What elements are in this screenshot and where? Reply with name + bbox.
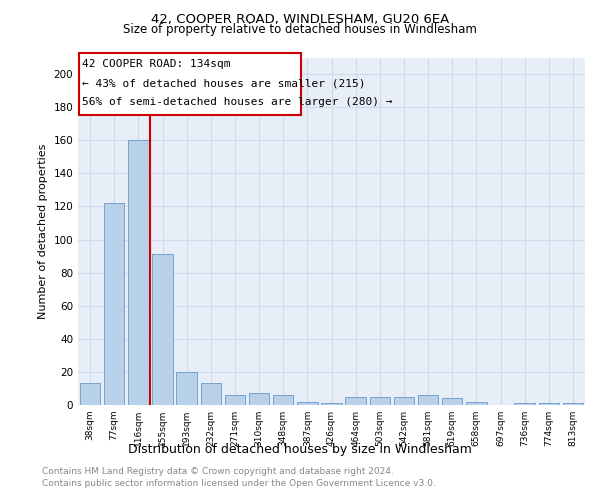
Text: Contains public sector information licensed under the Open Government Licence v3: Contains public sector information licen… (42, 479, 436, 488)
Bar (128, 140, 149, 405)
Text: 42 COOPER ROAD: 134sqm: 42 COOPER ROAD: 134sqm (82, 59, 230, 69)
Bar (346, 396, 366, 405)
Bar (80, 384, 100, 405)
Text: 56% of semi-detached houses are larger (280) →: 56% of semi-detached houses are larger (… (82, 97, 392, 107)
Bar (152, 254, 173, 405)
Y-axis label: Number of detached properties: Number of detached properties (38, 144, 48, 319)
Bar (273, 395, 293, 405)
Bar (370, 396, 390, 405)
Bar (514, 404, 535, 405)
Bar (104, 203, 124, 405)
Bar (466, 402, 487, 405)
Bar (418, 395, 439, 405)
FancyBboxPatch shape (79, 52, 301, 116)
Bar (176, 372, 197, 405)
Bar (442, 398, 463, 405)
Text: Size of property relative to detached houses in Windlesham: Size of property relative to detached ho… (123, 22, 477, 36)
Text: 42, COOPER ROAD, WINDLESHAM, GU20 6EA: 42, COOPER ROAD, WINDLESHAM, GU20 6EA (151, 12, 449, 26)
Text: ← 43% of detached houses are smaller (215): ← 43% of detached houses are smaller (21… (82, 78, 365, 88)
Bar (563, 404, 583, 405)
Bar (200, 384, 221, 405)
Bar (249, 394, 269, 405)
Bar (539, 404, 559, 405)
Text: Contains HM Land Registry data © Crown copyright and database right 2024.: Contains HM Land Registry data © Crown c… (42, 468, 394, 476)
Bar (321, 404, 342, 405)
Bar (394, 396, 414, 405)
Text: Distribution of detached houses by size in Windlesham: Distribution of detached houses by size … (128, 442, 472, 456)
Bar (297, 402, 317, 405)
Bar (224, 395, 245, 405)
